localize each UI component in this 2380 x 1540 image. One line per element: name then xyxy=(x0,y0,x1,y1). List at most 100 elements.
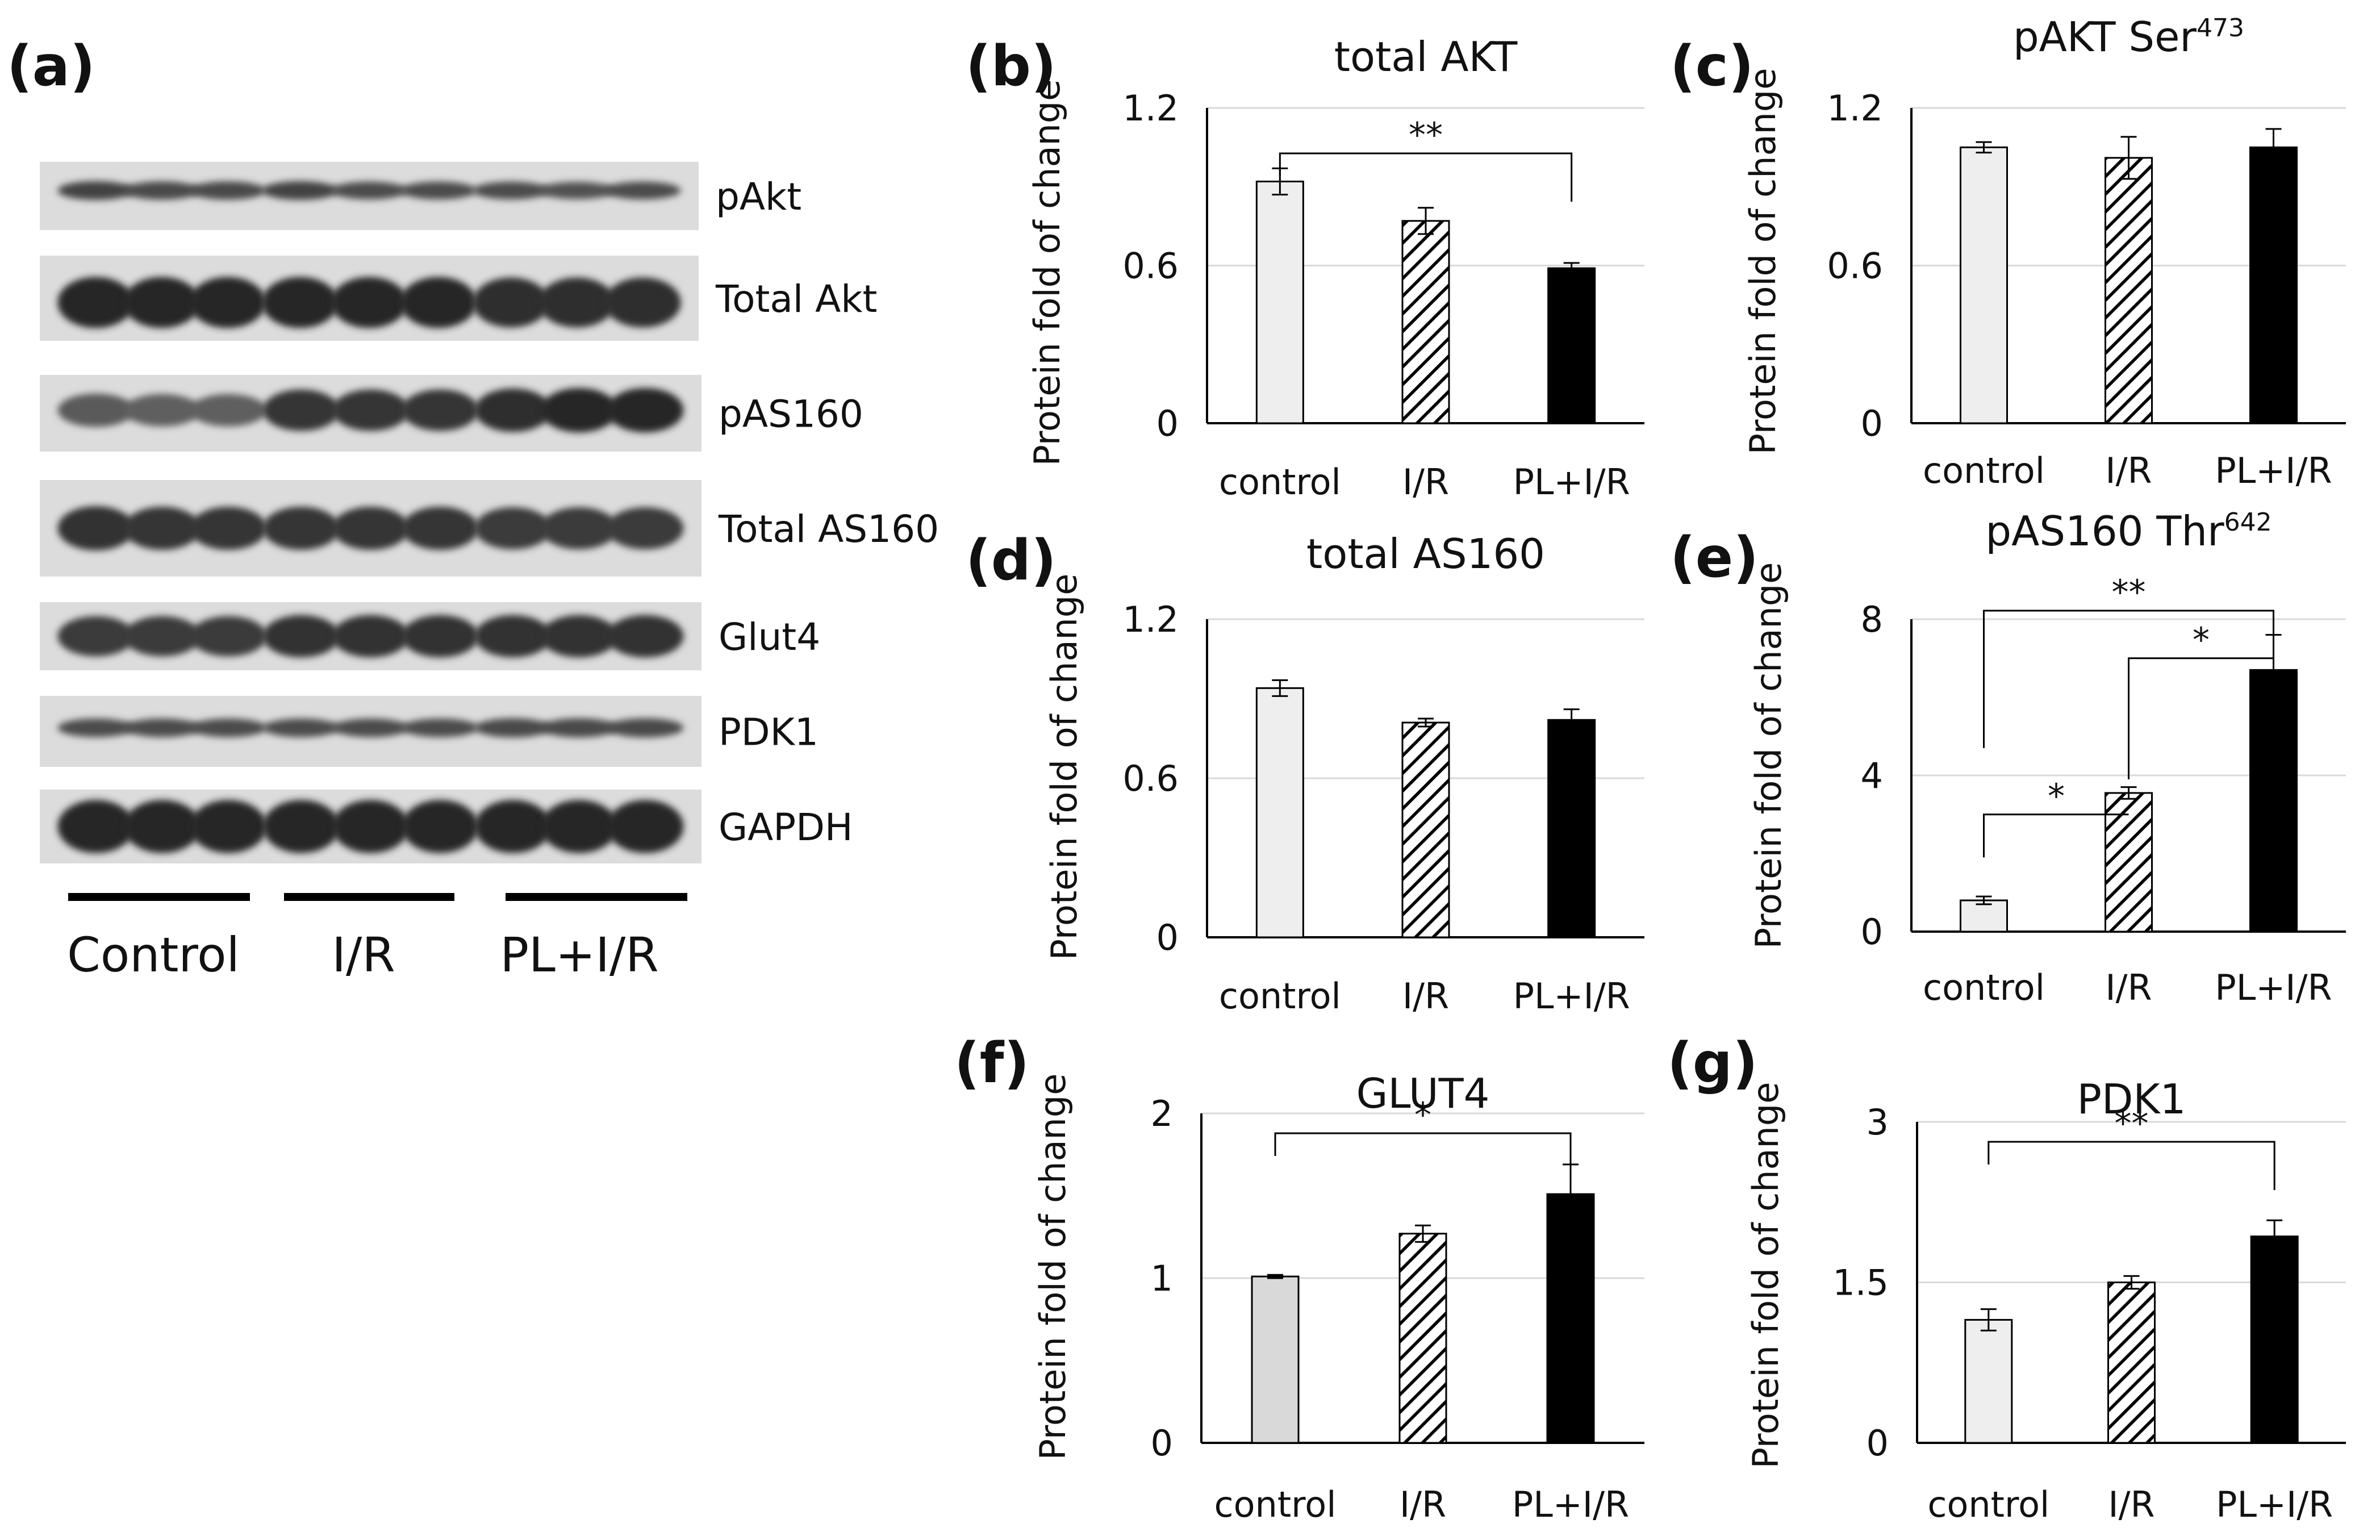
y-tick-label: 0.6 xyxy=(1827,245,1883,287)
blot-band xyxy=(57,616,134,657)
blot-band xyxy=(474,615,551,657)
panel-label: (c) xyxy=(1670,34,1754,99)
x-tick-label: control xyxy=(1219,975,1341,1017)
y-axis-label: Protein fold of change xyxy=(1742,68,1784,455)
bar-plir xyxy=(2251,1237,2298,1443)
blot-band xyxy=(541,800,617,853)
panel-label: (d) xyxy=(966,528,1057,593)
panel-label: (f) xyxy=(954,1031,1029,1096)
x-tick-label: PL+I/R xyxy=(2215,967,2332,1008)
group-label: Control xyxy=(67,927,240,983)
blot-band xyxy=(57,719,134,737)
bar-control xyxy=(1256,182,1303,424)
x-tick-label: I/R xyxy=(1402,975,1449,1017)
significance-marker: * xyxy=(2048,777,2065,816)
blot-band xyxy=(190,507,266,550)
blot-band xyxy=(400,182,477,199)
bar-plir xyxy=(1547,1194,1594,1443)
y-tick-label: 0 xyxy=(1156,917,1179,958)
bar-ir xyxy=(1402,723,1449,937)
chart-panel-g: (g)PDK1Protein fold of change 01.53contro… xyxy=(1667,1031,2346,1525)
blot-band xyxy=(57,394,134,427)
blot-band xyxy=(541,507,617,549)
y-tick-label: 0 xyxy=(1861,911,1883,953)
x-tick-label: control xyxy=(1219,461,1341,503)
blot-band xyxy=(123,277,200,328)
y-axis-label: Protein fold of change xyxy=(1032,1074,1074,1460)
significance-marker: ** xyxy=(1409,115,1443,155)
y-tick-label: 1.5 xyxy=(1832,1262,1889,1304)
bar-ir xyxy=(1400,1234,1446,1443)
x-tick-label: I/R xyxy=(2108,1484,2154,1525)
blot-band xyxy=(402,719,478,737)
chart-panel-e: (e) pAS160 Thr642 Protein fold of change 0 4… xyxy=(1670,507,2346,1008)
significance-marker: ** xyxy=(2115,1104,2149,1143)
y-tick-label: 1.2 xyxy=(1122,87,1179,129)
blot-band xyxy=(400,277,477,328)
blot-row-label: GAPDH xyxy=(719,806,853,849)
blot-row-label: pAS160 xyxy=(719,393,863,436)
x-tick-label: I/R xyxy=(1402,461,1449,503)
blot-row-label: Total Akt xyxy=(715,277,877,321)
y-axis-label: Protein fold of change xyxy=(1026,80,1068,466)
significance-marker: ** xyxy=(2112,573,2146,612)
bar-plir xyxy=(1548,268,1595,423)
blot-band xyxy=(263,800,340,853)
bar-plir xyxy=(2250,670,2297,932)
blot-band xyxy=(123,181,200,199)
blot-band xyxy=(57,800,134,853)
significance-bracket xyxy=(1989,1142,2274,1190)
blot-band xyxy=(474,800,551,853)
blot-band xyxy=(263,507,340,550)
x-tick-label: PL+I/R xyxy=(1513,461,1630,503)
blot-row-1: pAkt xyxy=(40,162,801,230)
blot-band xyxy=(331,277,408,328)
significance-bracket xyxy=(1275,1133,1571,1182)
blot-band xyxy=(190,616,266,657)
blot-band xyxy=(124,394,201,427)
y-tick-label: 4 xyxy=(1861,755,1883,796)
y-tick-label: 3 xyxy=(1867,1101,1889,1143)
group-bar-1 xyxy=(68,893,250,901)
group-bar-2 xyxy=(284,893,454,901)
y-axis-label: Protein fold of change xyxy=(1745,1082,1786,1469)
blot-band xyxy=(332,507,409,550)
blot-band xyxy=(607,388,683,432)
blot-band xyxy=(607,507,683,549)
group-label: PL+I/R xyxy=(500,927,658,983)
x-tick-label: PL+I/R xyxy=(2216,1484,2333,1525)
blot-row-3: pAS160 xyxy=(40,375,863,452)
bar-control xyxy=(1965,1320,2012,1443)
blot-band xyxy=(604,278,681,328)
blot-band xyxy=(57,277,134,328)
x-tick-label: PL+I/R xyxy=(2215,450,2332,491)
blot-band xyxy=(607,800,683,853)
blot-row-2: Total Akt xyxy=(40,256,877,341)
y-tick-label: 0 xyxy=(1867,1422,1889,1464)
chart-title-text: total AS160 xyxy=(1306,530,1545,578)
x-tick-label: control xyxy=(1927,1484,2049,1525)
x-tick-label: I/R xyxy=(2105,450,2152,491)
western-blot-panel: (a) pAkt Total Akt pAS160 Total AS160 Glut4 PD… xyxy=(7,34,939,983)
panel-label: (g) xyxy=(1667,1031,1758,1096)
blot-band xyxy=(541,615,617,657)
blot-row-4: Total AS160 xyxy=(40,480,939,577)
x-tick-label: control xyxy=(1923,967,2045,1008)
chart-title-text: pAKT Ser xyxy=(2013,13,2197,61)
chart-title: pAKT Ser473 xyxy=(2013,13,2244,61)
blot-row-label: Glut4 xyxy=(719,615,820,659)
bar-ir xyxy=(2108,1283,2155,1443)
bar-control xyxy=(1961,147,2007,423)
blot-band xyxy=(57,506,134,550)
panel-label: (e) xyxy=(1670,525,1759,590)
blot-band xyxy=(473,182,549,199)
blot-row-label: Total AS160 xyxy=(718,507,939,551)
blot-band xyxy=(541,718,617,737)
y-tick-label: 0 xyxy=(1156,403,1179,444)
blot-row-7: GAPDH xyxy=(40,790,853,863)
blot-band xyxy=(402,615,478,657)
blot-band xyxy=(607,615,683,657)
y-tick-label: 0 xyxy=(1151,1422,1173,1464)
